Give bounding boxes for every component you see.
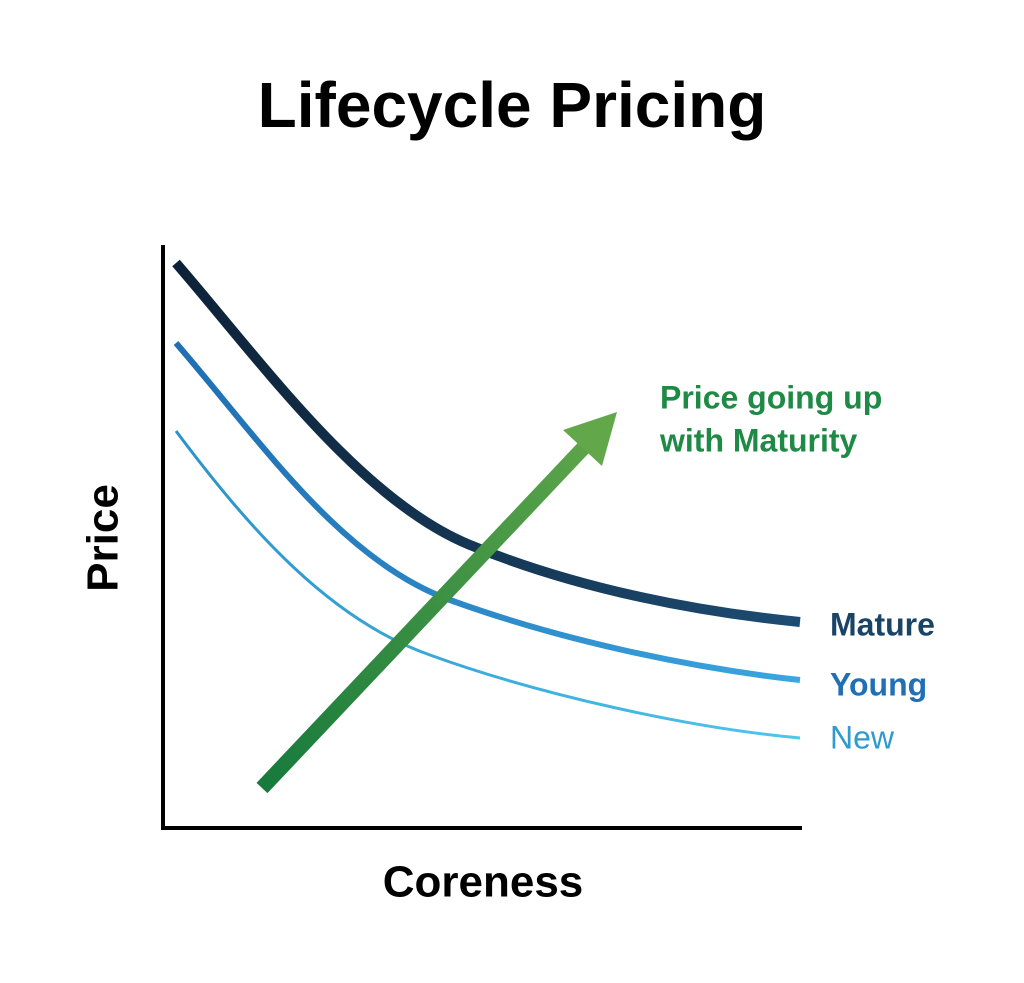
new-curve (174, 430, 801, 740)
arrow-shaft (256, 437, 594, 794)
arrow-head (563, 412, 617, 466)
curve-label: Young (830, 666, 927, 702)
y-axis-label: Price (79, 484, 128, 592)
annotation-line: with Maturity (659, 422, 858, 458)
annotation-line: Price going up (660, 379, 882, 415)
x-axis-label: Coreness (383, 858, 584, 907)
curve-label: Mature (830, 606, 935, 642)
title: Lifecycle Pricing (258, 69, 767, 141)
curve-label: New (830, 719, 895, 755)
mature-curve (172, 259, 801, 627)
